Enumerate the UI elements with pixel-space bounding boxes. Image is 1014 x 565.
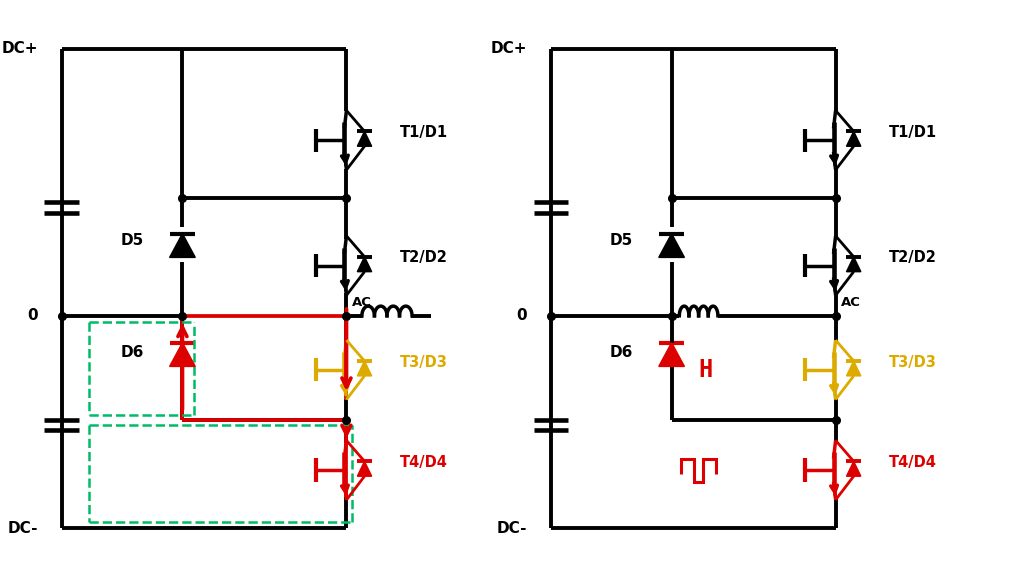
Polygon shape [659, 342, 684, 367]
Text: 0: 0 [27, 308, 38, 323]
Text: DC+: DC+ [491, 41, 527, 56]
Text: T1/D1: T1/D1 [888, 125, 937, 140]
Text: D5: D5 [609, 233, 633, 248]
Text: DC+: DC+ [1, 41, 38, 56]
Polygon shape [847, 462, 861, 476]
Text: 0: 0 [516, 308, 527, 323]
Text: D6: D6 [121, 345, 144, 360]
Polygon shape [357, 361, 372, 376]
Polygon shape [357, 257, 372, 272]
Polygon shape [169, 233, 196, 258]
Polygon shape [847, 361, 861, 376]
Text: DC-: DC- [7, 520, 38, 536]
Text: AC: AC [842, 296, 861, 309]
Polygon shape [169, 342, 196, 367]
Text: D5: D5 [121, 233, 144, 248]
Text: AC: AC [352, 296, 372, 309]
Text: T4/D4: T4/D4 [888, 455, 937, 470]
Text: H: H [699, 358, 713, 382]
Polygon shape [357, 462, 372, 476]
Polygon shape [357, 131, 372, 146]
Text: T3/D3: T3/D3 [400, 355, 447, 370]
Text: D6: D6 [609, 345, 633, 360]
Text: T1/D1: T1/D1 [400, 125, 447, 140]
Text: T3/D3: T3/D3 [888, 355, 937, 370]
Polygon shape [847, 257, 861, 272]
Polygon shape [659, 233, 684, 258]
Text: T4/D4: T4/D4 [400, 455, 447, 470]
Polygon shape [847, 131, 861, 146]
Text: T2/D2: T2/D2 [888, 250, 937, 266]
Text: DC-: DC- [497, 520, 527, 536]
Text: T2/D2: T2/D2 [400, 250, 447, 266]
